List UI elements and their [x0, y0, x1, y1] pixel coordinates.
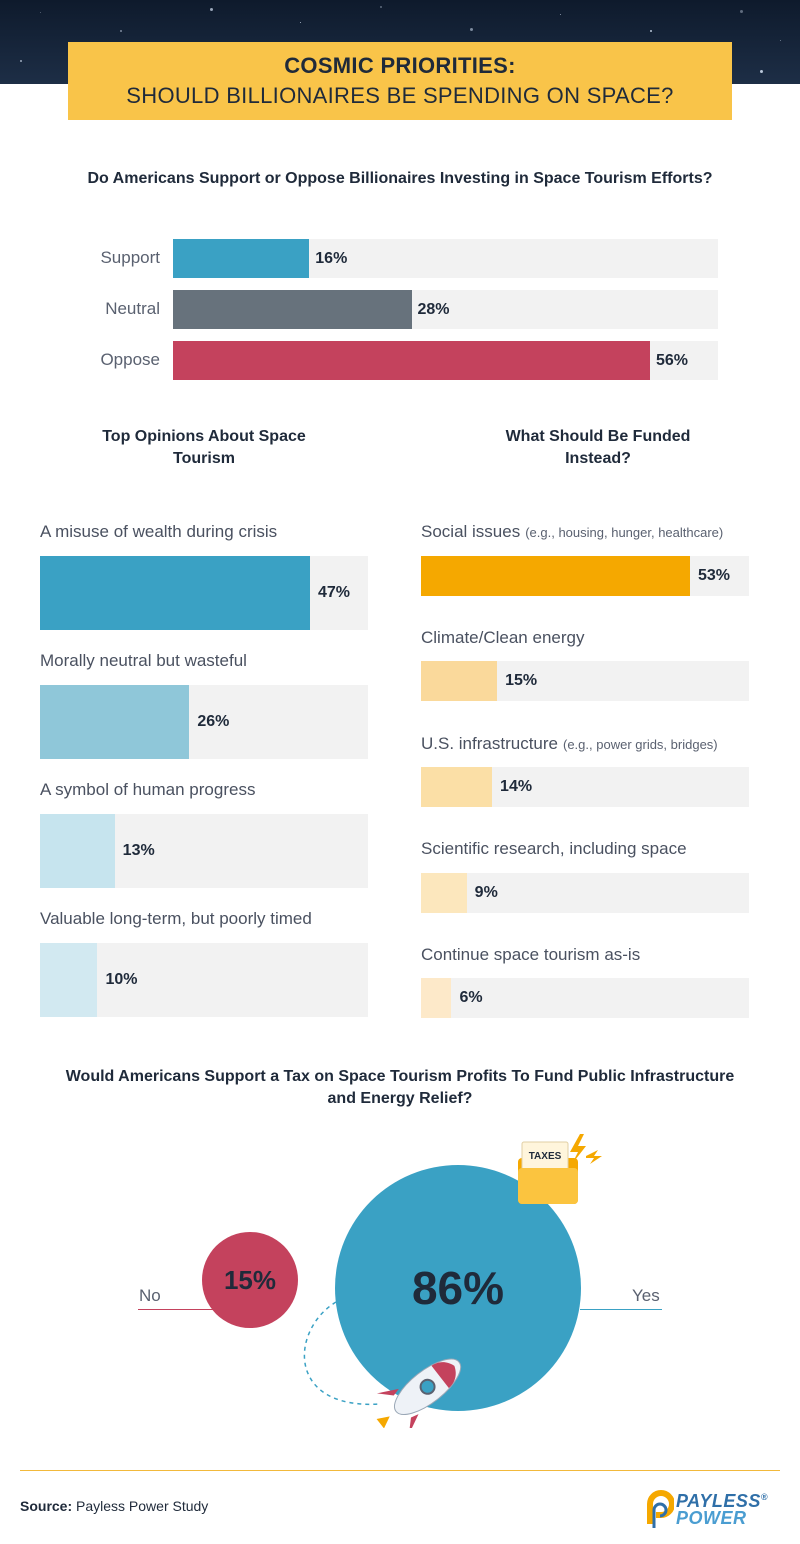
opinion-track: 26% [40, 685, 368, 759]
bar-label-support: Support [100, 248, 160, 267]
bar-support [173, 239, 310, 278]
bar-label-oppose: Oppose [100, 350, 160, 369]
opinion-label: A symbol of human progress [40, 780, 256, 799]
star-dot [740, 10, 743, 13]
funded-label-text: Scientific research, including space [421, 839, 687, 858]
yes-leader-line [580, 1309, 662, 1310]
bar-neutral [173, 290, 412, 329]
title-line-1: COSMIC PRIORITIES: [284, 53, 516, 78]
source-note: Source: Payless Power Study [20, 1498, 208, 1514]
bar-track-oppose: 56% [173, 341, 718, 380]
star-dot [40, 12, 41, 13]
logo-word-payless: PAYLESS® [676, 1491, 768, 1511]
opinion-bar [40, 685, 190, 759]
funded-track: 14% [421, 767, 749, 807]
funded-value: 53% [698, 567, 731, 584]
opinion-value: 47% [318, 584, 351, 601]
funded-value: 6% [459, 989, 483, 1006]
funded-label-text: Climate/Clean energy [421, 628, 585, 647]
funded-bar [421, 556, 690, 596]
title-line-2: SHOULD BILLIONAIRES BE SPENDING ON SPACE… [126, 83, 674, 108]
funded-chart-title: What Should Be Funded Instead? [505, 428, 691, 467]
funded-bar [421, 767, 493, 807]
funded-label-text: U.S. infrastructure [421, 734, 558, 753]
no-label: No [139, 1286, 161, 1305]
star-dot [20, 60, 22, 62]
funded-label-text: Continue space tourism as-is [421, 945, 641, 964]
star-dot [560, 14, 561, 15]
funded-label: Continue space tourism as-is [421, 945, 640, 965]
star-dot [780, 40, 781, 41]
no-leader-line [138, 1309, 220, 1310]
funded-value: 15% [505, 672, 538, 689]
rocket-icon [376, 1358, 462, 1428]
tax-chart-title: Would Americans Support a Tax on Space T… [65, 1068, 735, 1107]
bar-value-neutral: 28% [417, 300, 450, 318]
bar-track-support: 16% [173, 239, 718, 278]
opinion-bar [40, 943, 98, 1017]
title-banner: COSMIC PRIORITIES: SHOULD BILLIONAIRES B… [68, 42, 732, 120]
opinion-label: A misuse of wealth during crisis [40, 522, 278, 541]
opinion-value: 10% [105, 971, 138, 988]
opinion-value: 26% [197, 713, 230, 730]
funded-label-note: (e.g., power grids, bridges) [563, 737, 718, 752]
taxes-label: TAXES [528, 1151, 562, 1162]
funded-bar [421, 661, 498, 701]
opinion-track: 10% [40, 943, 368, 1017]
no-value: 15% [223, 1264, 277, 1295]
payless-power-logo[interactable]: PAYLESS® POWER [640, 1488, 768, 1528]
star-dot [760, 70, 763, 73]
star-dot [470, 28, 473, 31]
funded-value: 14% [500, 778, 533, 795]
star-dot [210, 8, 213, 11]
logo-word-power: POWER [676, 1508, 747, 1528]
no-bubble: 15% [202, 1232, 298, 1328]
opinion-track: 47% [40, 556, 368, 630]
source-text: Payless Power Study [76, 1498, 209, 1514]
funded-value: 9% [474, 884, 498, 901]
funded-track: 9% [421, 873, 749, 913]
footer-divider [20, 1470, 780, 1471]
funded-track: 15% [421, 661, 749, 701]
opinion-label: Valuable long-term, but poorly timed [40, 909, 312, 928]
funded-label: Climate/Clean energy [421, 628, 584, 648]
opinion-bar [40, 556, 310, 630]
star-dot [380, 6, 382, 8]
yes-label: Yes [632, 1286, 660, 1305]
star-dot [300, 22, 301, 23]
bar-oppose [173, 341, 650, 380]
funded-track: 53% [421, 556, 749, 596]
funded-track: 6% [421, 978, 749, 1018]
opinions-chart-title: Top Opinions About Space Tourism [102, 428, 306, 467]
taxes-folder-icon: TAXES [514, 1130, 604, 1210]
funded-label: Scientific research, including space [421, 839, 687, 859]
opinion-track: 13% [40, 814, 368, 888]
funded-label: U.S. infrastructure (e.g., power grids, b… [421, 734, 718, 754]
source-label: Source: [20, 1498, 73, 1514]
opinion-bar [40, 814, 115, 888]
funded-label: Social issues (e.g., housing, hunger, hea… [421, 522, 723, 542]
funded-bar [421, 978, 452, 1018]
opinion-value: 13% [122, 842, 155, 859]
bar-track-neutral: 28% [173, 290, 718, 329]
bar-label-neutral: Neutral [105, 299, 160, 318]
bar-value-support: 16% [315, 249, 348, 267]
funded-bar [421, 873, 467, 913]
star-dot [650, 30, 652, 32]
funded-label-note: (e.g., housing, hunger, healthcare) [525, 525, 724, 540]
trajectory-dashed-line [303, 1301, 381, 1405]
bar-value-oppose: 56% [656, 351, 689, 369]
support-chart-title: Do Americans Support or Oppose Billionai… [87, 170, 713, 187]
logo-mark-icon [647, 1490, 674, 1528]
funded-label-text: Social issues [421, 522, 521, 541]
star-dot [120, 30, 122, 32]
yes-value: 86% [411, 1262, 505, 1314]
opinion-label: Morally neutral but wasteful [40, 651, 247, 670]
